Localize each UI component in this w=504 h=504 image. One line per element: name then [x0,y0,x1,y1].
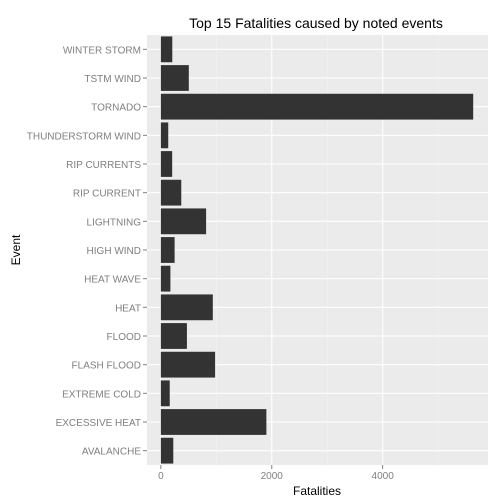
y-axis-ticks: WINTER STORM TSTM WIND TORNADO THUNDERSTORM… [27,45,147,458]
bar [160,237,175,263]
x-tick-label: 0 [158,471,164,482]
y-tick-label: HEAT WAVE [84,275,141,286]
y-tick-label: THUNDERSTORM WIND [27,131,141,142]
bars [160,36,474,464]
y-tick-label: HIGH WIND [87,246,141,257]
y-tick-label: LIGHTNING [87,217,142,228]
x-tick-label: 2000 [261,471,284,482]
bar [160,179,182,206]
y-tick-label: RIP CURRENTS [66,160,141,171]
bar [160,151,173,177]
bar [160,208,207,235]
bar [160,294,213,321]
bar [160,437,174,464]
y-tick-label: FLASH FLOOD [72,361,141,372]
bar [160,65,189,91]
bar [160,93,474,120]
bar [160,351,216,378]
y-tick-label: FLOOD [107,332,141,343]
y-tick-label: AVALANCHE [82,447,141,458]
bar [160,122,169,149]
y-tick-label: HEAT [115,303,141,314]
chart-title: Top 15 Fatalities caused by noted events [189,15,443,31]
x-axis-label: Fatalities [293,484,341,498]
y-tick-label: TORNADO [91,103,141,114]
bar [160,36,173,63]
bar [160,323,187,349]
bar [160,265,171,292]
y-tick-label: EXCESSIVE HEAT [56,418,141,429]
y-tick-label: TSTM WIND [84,74,141,85]
y-axis-label: Event [9,234,23,265]
y-tick-label: WINTER STORM [63,45,141,56]
x-tick-label: 4000 [372,471,395,482]
bar [160,409,267,435]
y-tick-label: RIP CURRENT [73,189,141,200]
bar [160,380,170,407]
x-axis-ticks: 0 2000 4000 [158,465,394,482]
y-tick-label: EXTREME COLD [62,389,141,400]
